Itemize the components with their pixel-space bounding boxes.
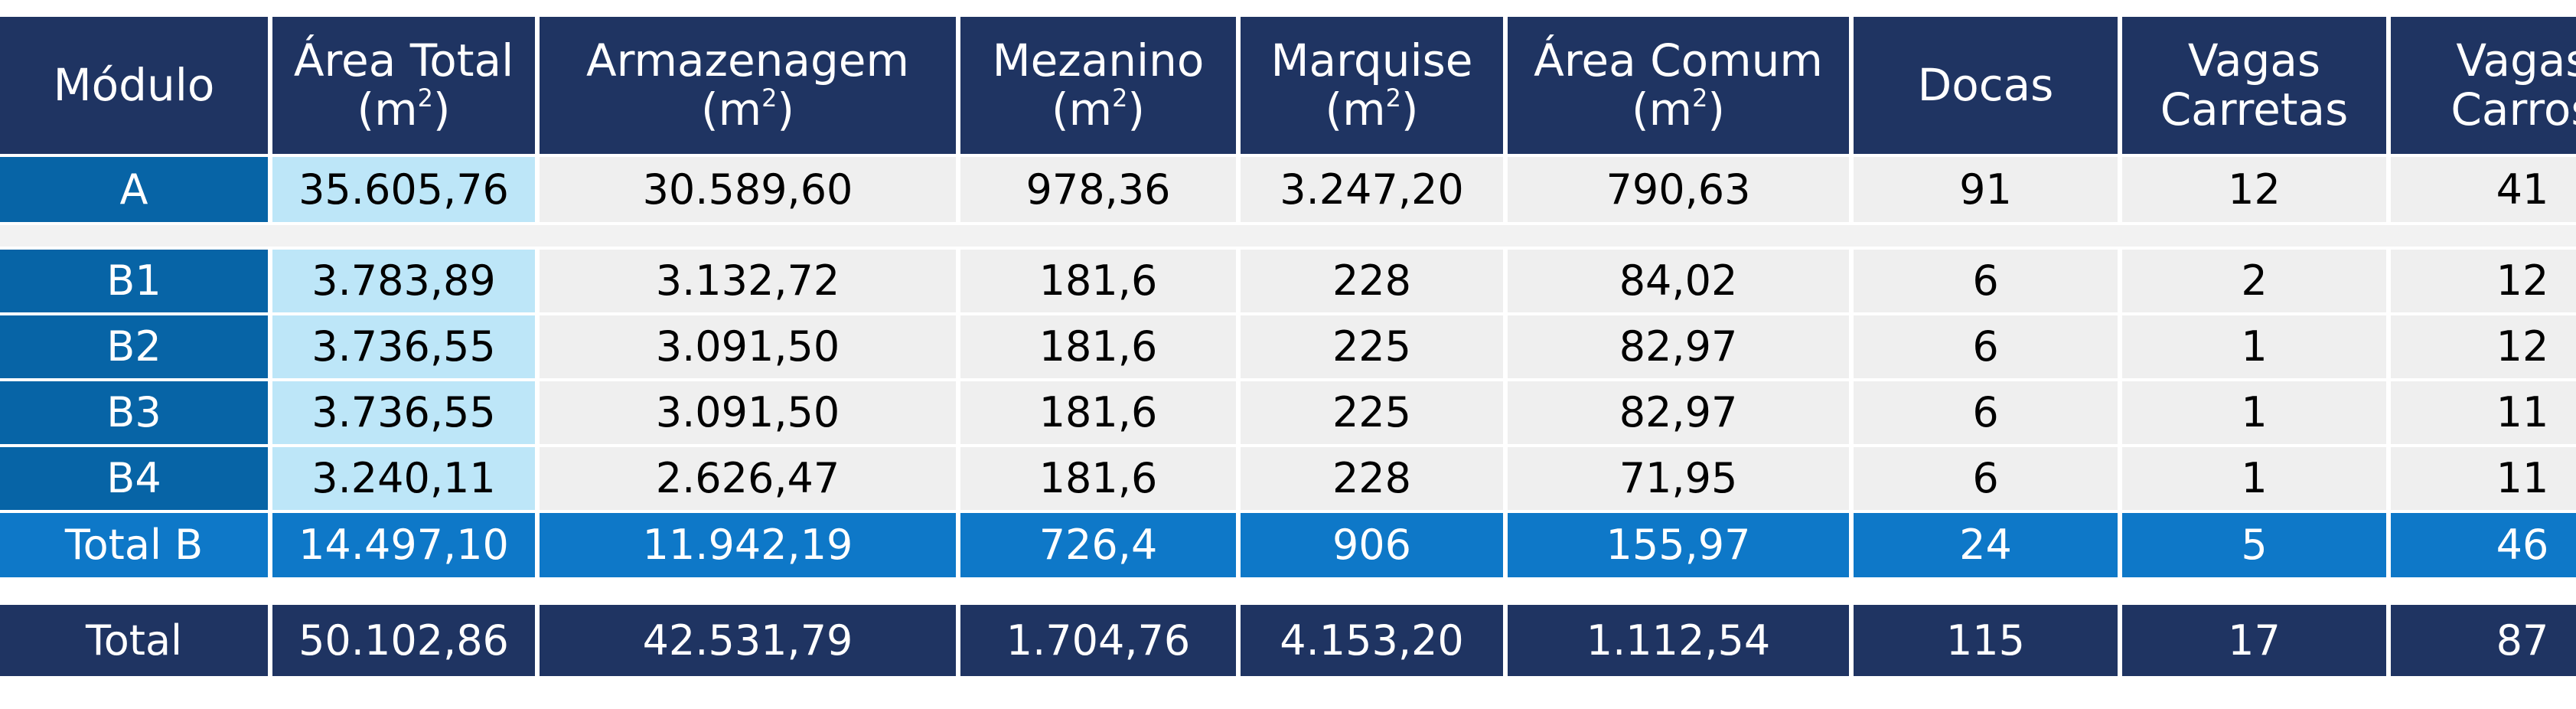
cell-area-comum: 82,97 [1508,315,1849,378]
cell-marquise: 906 [1241,513,1503,577]
unit-label: (m2) [1051,83,1146,136]
header-armazenagem: Armazenagem (m2) [540,17,956,154]
cell-docas: 115 [1854,605,2118,676]
header-area-comum: Área Comum (m2) [1508,17,1849,154]
cell-vagas-carretas: 1 [2122,315,2386,378]
cell-marquise: 4.153,20 [1241,605,1503,676]
cell-armazenagem: 3.091,50 [540,381,956,444]
cell-vagas-carros: 11 [2391,381,2576,444]
cell-mezanino: 1.704,76 [960,605,1236,676]
cell-armazenagem: 3.132,72 [540,250,956,312]
cell-docas: 6 [1854,447,2118,510]
cell-armazenagem: 11.942,19 [540,513,956,577]
row-label-b2: B2 [0,315,268,378]
modules-area-table: Módulo Área Total (m2) Armazenagem (m2) … [0,17,2576,676]
cell-vagas-carros: 11 [2391,447,2576,510]
unit-label: (m2) [1325,83,1419,136]
cell-docas: 24 [1854,513,2118,577]
header-docas: Docas [1854,17,2118,154]
cell-vagas-carretas: 5 [2122,513,2386,577]
cell-vagas-carros: 46 [2391,513,2576,577]
cell-docas: 6 [1854,315,2118,378]
row-separator [0,225,2576,247]
cell-area-comum: 82,97 [1508,381,1849,444]
cell-armazenagem: 42.531,79 [540,605,956,676]
cell-marquise: 228 [1241,447,1503,510]
cell-area-total: 35.605,76 [272,157,535,222]
cell-marquise: 3.247,20 [1241,157,1503,222]
cell-area-total: 3.783,89 [272,250,535,312]
unit-label: (m2) [1631,83,1726,136]
unit-label: (m2) [357,83,451,136]
cell-vagas-carretas: 1 [2122,447,2386,510]
cell-vagas-carretas: 17 [2122,605,2386,676]
cell-marquise: 228 [1241,250,1503,312]
header-modulo: Módulo [0,17,268,154]
row-label-a: A [0,157,268,222]
row-label-b4: B4 [0,447,268,510]
cell-mezanino: 726,4 [960,513,1236,577]
cell-docas: 6 [1854,381,2118,444]
cell-area-total: 50.102,86 [272,605,535,676]
row-label-b1: B1 [0,250,268,312]
cell-vagas-carretas: 2 [2122,250,2386,312]
unit-label: (m2) [700,83,795,136]
cell-mezanino: 181,6 [960,381,1236,444]
cell-area-comum: 84,02 [1508,250,1849,312]
cell-area-comum: 1.112,54 [1508,605,1849,676]
cell-mezanino: 181,6 [960,315,1236,378]
header-mezanino: Mezanino (m2) [960,17,1236,154]
cell-docas: 91 [1854,157,2118,222]
row-label-b3: B3 [0,381,268,444]
cell-armazenagem: 3.091,50 [540,315,956,378]
header-marquise: Marquise (m2) [1241,17,1503,154]
cell-vagas-carretas: 12 [2122,157,2386,222]
cell-armazenagem: 30.589,60 [540,157,956,222]
cell-area-total: 14.497,10 [272,513,535,577]
cell-vagas-carros: 87 [2391,605,2576,676]
cell-area-total: 3.736,55 [272,315,535,378]
row-label-total: Total [0,605,268,676]
cell-area-total: 3.240,11 [272,447,535,510]
cell-area-comum: 71,95 [1508,447,1849,510]
row-label-total-b: Total B [0,513,268,577]
cell-docas: 6 [1854,250,2118,312]
row-separator [0,580,2576,602]
cell-armazenagem: 2.626,47 [540,447,956,510]
header-vagas-carretas: Vagas Carretas [2122,17,2386,154]
cell-vagas-carros: 41 [2391,157,2576,222]
cell-mezanino: 181,6 [960,447,1236,510]
cell-vagas-carros: 12 [2391,315,2576,378]
cell-mezanino: 978,36 [960,157,1236,222]
cell-area-comum: 790,63 [1508,157,1849,222]
cell-area-comum: 155,97 [1508,513,1849,577]
cell-area-total: 3.736,55 [272,381,535,444]
cell-marquise: 225 [1241,315,1503,378]
cell-marquise: 225 [1241,381,1503,444]
header-vagas-carros: Vagas Carros [2391,17,2576,154]
cell-vagas-carros: 12 [2391,250,2576,312]
cell-vagas-carretas: 1 [2122,381,2386,444]
cell-mezanino: 181,6 [960,250,1236,312]
header-area-total: Área Total (m2) [272,17,535,154]
